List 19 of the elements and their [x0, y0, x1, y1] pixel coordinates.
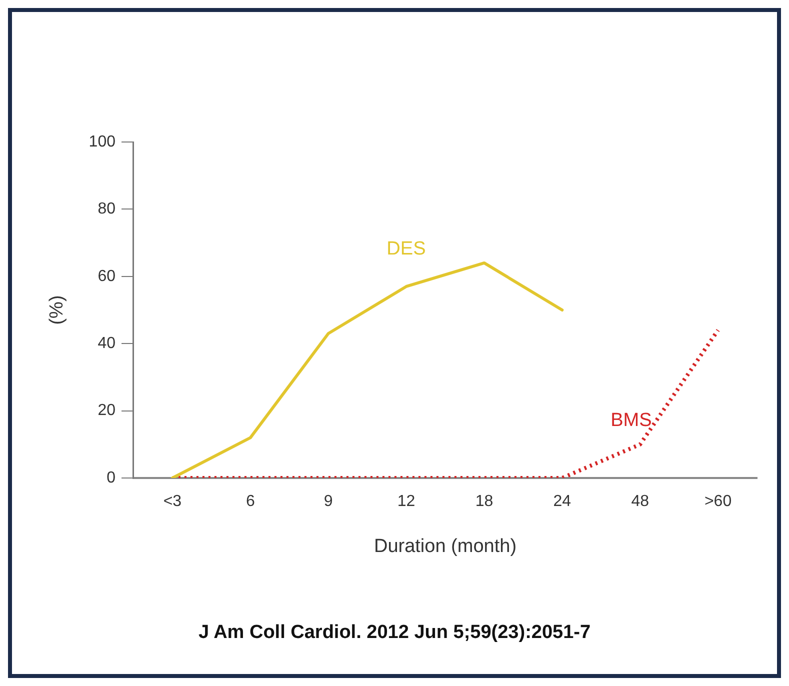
- y-tick-label: 80: [98, 200, 116, 218]
- y-tick-label: 0: [106, 469, 116, 486]
- x-axis-title: Duration (month): [374, 536, 517, 557]
- y-tick-label: 100: [88, 133, 116, 150]
- series-label: DES: [386, 238, 426, 260]
- x-tick-label: 48: [631, 493, 650, 510]
- y-tick-label: 20: [98, 402, 116, 420]
- y-tick-label: 60: [98, 268, 116, 285]
- x-tick-label: 6: [246, 493, 255, 510]
- series-label: BMS: [610, 410, 652, 432]
- x-tick-label: 24: [553, 493, 572, 510]
- x-tick-label: >60: [704, 493, 732, 510]
- y-tick-label: 40: [98, 335, 116, 352]
- x-tick-label: 18: [475, 493, 494, 510]
- text: J Am Coll Cardiol. 2012 Jun 5;59(23):2051-7: [197, 622, 592, 644]
- x-tick-label: 9: [324, 493, 333, 510]
- x-tick-label: 12: [397, 493, 416, 510]
- x-tick-label: <3: [163, 493, 182, 510]
- y-axis-title: (%): [46, 295, 68, 325]
